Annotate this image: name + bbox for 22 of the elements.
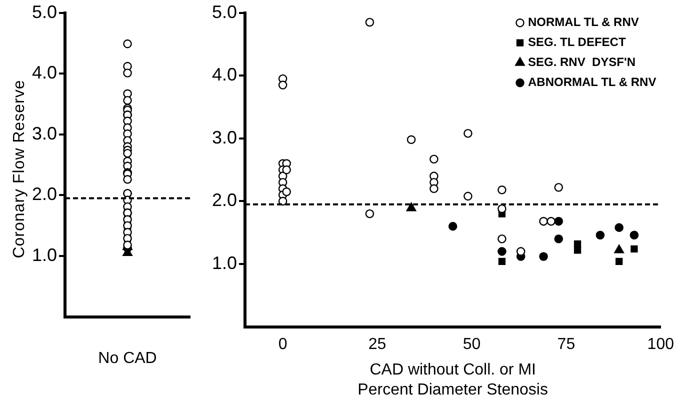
x-tick-label: 75 bbox=[557, 336, 576, 353]
x-tick-label: No CAD bbox=[98, 350, 157, 367]
y-tick-label: 2.0 bbox=[212, 190, 238, 210]
y-tick-label: 4.0 bbox=[212, 64, 238, 85]
y-tick-label: 5.0 bbox=[212, 2, 238, 22]
y-tick-label: 3.0 bbox=[212, 127, 238, 148]
legend-label: SEG. TL DEFECT bbox=[528, 35, 626, 50]
legend-label: ABNORMAL TL & RNV bbox=[528, 75, 656, 90]
y-axis-title: Coronary Flow Reserve bbox=[11, 79, 29, 259]
x-axis-title: CAD without Coll. or MI Percent Diameter Stenosis bbox=[358, 361, 548, 398]
legend-label: NORMAL TL & RNV bbox=[528, 15, 639, 30]
y-tick-label: 3.0 bbox=[32, 123, 58, 144]
y-tick-label: 2.0 bbox=[32, 184, 58, 204]
y-tick-label: 4.0 bbox=[32, 62, 58, 83]
x-tick-label: 0 bbox=[278, 336, 288, 353]
y-tick-label: 5.0 bbox=[32, 2, 58, 22]
x-tick-label: 25 bbox=[368, 336, 386, 353]
x-tick-label: 100 bbox=[647, 336, 674, 353]
y-tick-label: 1.0 bbox=[212, 252, 238, 273]
x-tick-label: 50 bbox=[462, 336, 481, 353]
y-tick-label: 1.0 bbox=[32, 244, 58, 265]
legend-label: SEG. RNV DYSF'N bbox=[528, 55, 636, 70]
